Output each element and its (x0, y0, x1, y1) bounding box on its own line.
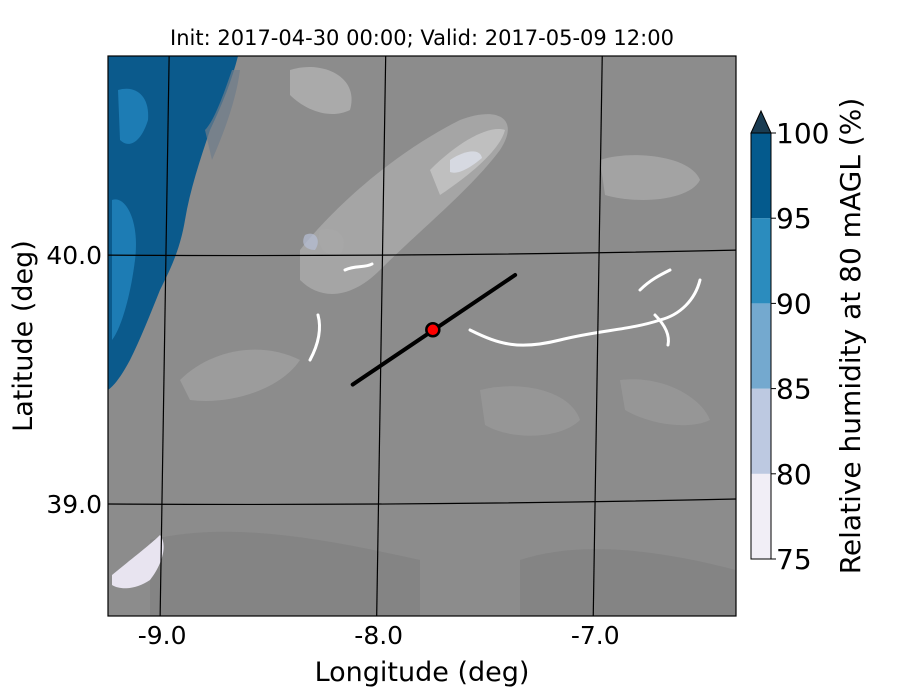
colorbar-tick-label: 95 (776, 202, 812, 235)
lon-tick-label: -7.0 (571, 621, 620, 650)
colorbar-segment (751, 133, 771, 219)
colorbar-tick-label: 90 (776, 287, 812, 320)
map-panel (108, 56, 736, 616)
colorbar-tick-label: 100 (776, 117, 829, 150)
colorbar: 75 80 85 90 95 100 (750, 109, 829, 576)
location-marker (425, 322, 441, 338)
meridian-line (376, 56, 387, 616)
lon-tick-labels: -9.0 -8.0 -7.0 (138, 621, 620, 650)
ocean-area (108, 56, 240, 390)
terrain-shading (150, 66, 736, 616)
meridian-line (159, 56, 170, 616)
x-axis-label: Longitude (deg) (315, 657, 530, 688)
lon-tick-label: -9.0 (138, 621, 187, 650)
lat-tick-labels: 40.0 39.0 (46, 241, 102, 519)
graticule (108, 56, 736, 616)
y-axis-label: Latitude (deg) (8, 240, 39, 432)
meridian-line (592, 56, 603, 616)
colorbar-frame (750, 132, 772, 560)
colorbar-segment (751, 303, 771, 389)
colorbar-extend-arrow (750, 109, 772, 134)
colorbar-label: Relative humidity at 80 mAGL (%) (834, 98, 867, 575)
map-frame (107, 55, 737, 617)
parallel-line (108, 249, 736, 257)
lat-tick-label: 39.0 (46, 490, 102, 519)
lat-tick-label: 40.0 (46, 241, 102, 270)
lon-tick-label: -8.0 (354, 621, 403, 650)
humid-patch (112, 535, 164, 589)
map-title: Init: 2017-04-30 00:00; Valid: 2017-05-0… (170, 26, 674, 50)
colorbar-tick-label: 85 (776, 373, 812, 406)
colorbar-tick-label: 80 (776, 458, 812, 491)
colorbar-tick-label: 75 (776, 543, 812, 576)
parallel-line (108, 498, 736, 506)
colorbar-segment (751, 473, 771, 559)
colorbar-segment (751, 388, 771, 474)
rivers (308, 262, 702, 362)
colorbar-segment (751, 218, 771, 304)
